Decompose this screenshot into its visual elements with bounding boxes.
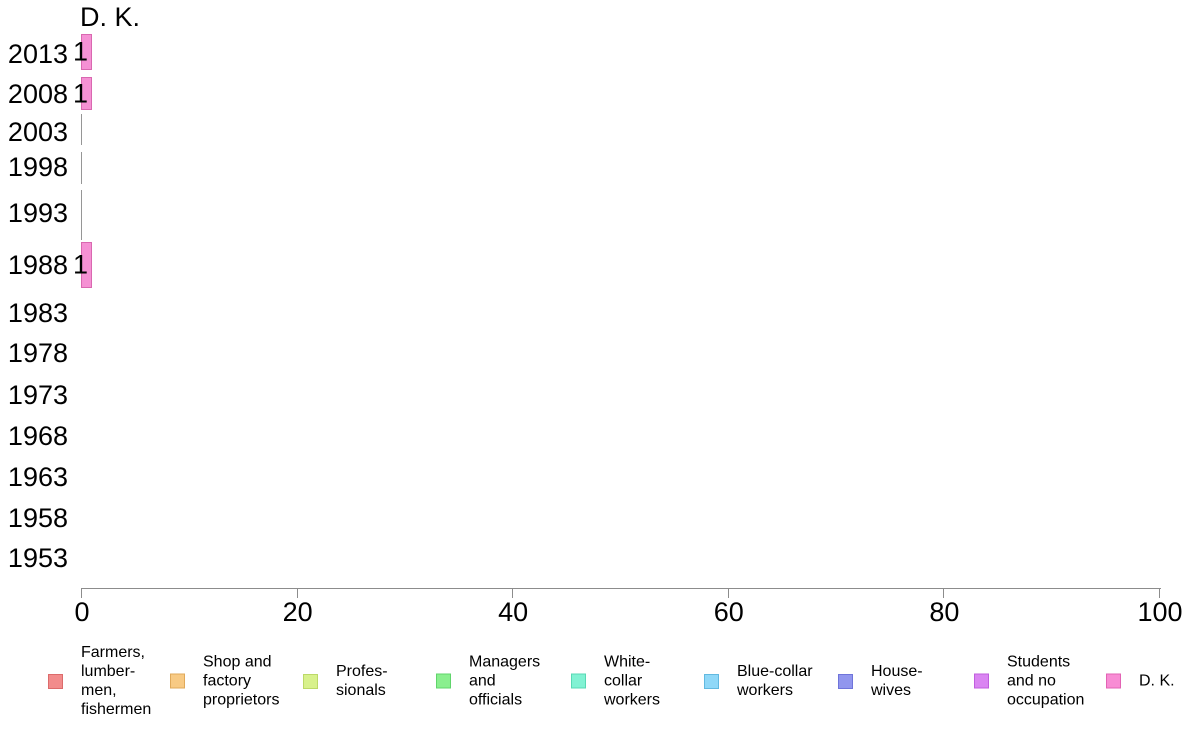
bar-value-label: 1 [72, 36, 89, 67]
legend-swatch [48, 673, 63, 689]
legend-label: Shop and factory proprietors [203, 653, 280, 709]
legend-label: Students and no occupation [1007, 653, 1085, 709]
bar-segment-dk [81, 242, 92, 288]
y-axis-label: 1998 [7, 152, 68, 182]
x-axis-tick-mark [943, 588, 945, 598]
bar-value-label: 1 [72, 78, 89, 108]
y-axis-label: 2013 [7, 39, 68, 69]
x-axis-tick-mark [1159, 588, 1160, 598]
bar-segment-dk [81, 77, 92, 110]
legend-swatch [303, 673, 318, 689]
bar-value-label: 1 [72, 249, 89, 280]
x-axis-tick-label: 100 [1137, 597, 1183, 627]
legend-swatch [704, 673, 719, 689]
legend-swatch [974, 673, 989, 689]
y-axis-label: 1953 [7, 543, 68, 573]
x-axis-tick-label: 20 [282, 597, 313, 627]
x-axis-line [81, 588, 1161, 589]
legend-item: Shop and factory proprietors [170, 653, 279, 710]
legend-swatch [1106, 673, 1121, 689]
y-axis-label: 1958 [7, 503, 68, 533]
legend-item: White- collar workers [571, 653, 660, 710]
legend-swatch [436, 673, 451, 689]
zero-value-bar [81, 190, 82, 240]
y-axis-label: 2003 [7, 117, 68, 147]
y-axis-label: 1968 [7, 421, 68, 451]
legend-swatch [170, 673, 185, 689]
y-axis-label: 2008 [7, 79, 68, 109]
legend-item: Students and no occupation [974, 653, 1084, 710]
legend-swatch [838, 673, 853, 689]
x-axis-tick-mark [296, 588, 298, 598]
zero-value-bar [81, 114, 82, 145]
y-axis-label: 1983 [7, 298, 68, 328]
legend-label: House- wives [871, 663, 923, 699]
bar-segment-dk [81, 34, 92, 70]
y-axis-label: 1978 [7, 338, 68, 368]
zero-value-bar [81, 152, 82, 184]
legend-swatch [571, 673, 586, 689]
x-axis-tick-mark [727, 588, 729, 598]
y-axis-label: 1993 [7, 198, 68, 228]
legend-label: Profes- sionals [336, 663, 388, 699]
legend-label: Farmers, lumber- men, fishermen [81, 644, 152, 718]
x-axis-tick-mark [81, 588, 82, 598]
x-axis-tick-label: 0 [74, 597, 90, 627]
x-axis-tick-label: 40 [498, 597, 529, 627]
x-axis-tick-label: 80 [929, 597, 960, 627]
legend-item: Blue-collar workers [704, 662, 813, 700]
x-axis-tick-mark [512, 588, 514, 598]
y-axis-label: 1973 [7, 380, 68, 410]
legend-item: Profes- sionals [303, 662, 388, 700]
legend-label: D. K. [1139, 672, 1175, 690]
legend-label: White- collar workers [604, 653, 661, 709]
legend-item: Farmers, lumber- men, fishermen [48, 643, 151, 719]
legend-label: Blue-collar workers [737, 663, 813, 699]
chart-title: D. K. [80, 2, 141, 32]
y-axis-label: 1963 [7, 462, 68, 492]
legend-label: Managers and officials [469, 653, 541, 709]
y-axis-label: 1988 [7, 250, 68, 280]
legend-item: Managers and officials [436, 653, 540, 710]
legend-item: D. K. [1106, 672, 1175, 691]
x-axis-tick-label: 60 [713, 597, 744, 627]
legend-item: House- wives [838, 662, 923, 700]
